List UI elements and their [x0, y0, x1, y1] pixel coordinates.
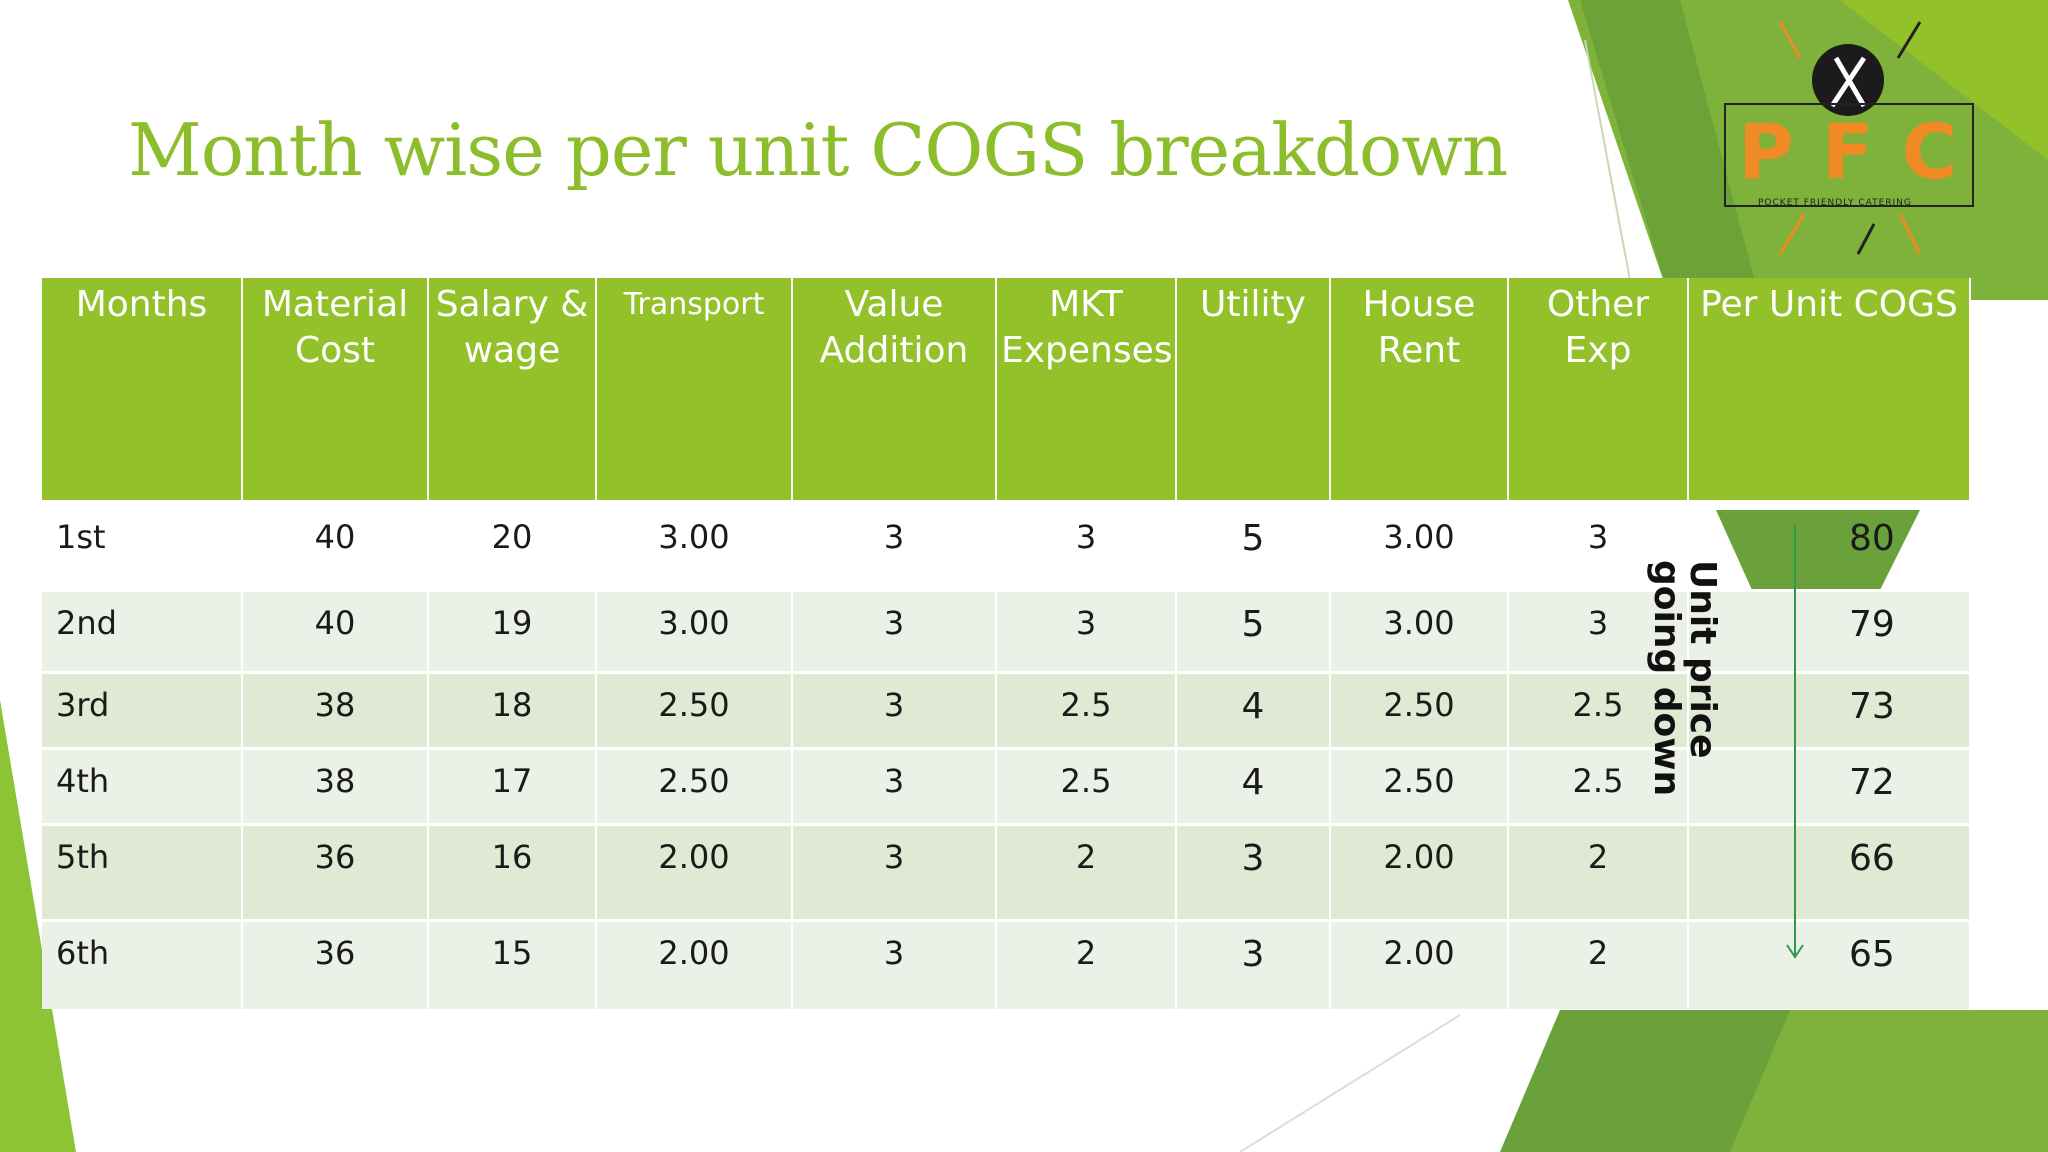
cell-other-exp: 3 — [1508, 589, 1689, 673]
cell-mkt-expenses: 2 — [996, 823, 1177, 921]
cell-per-unit-cogs: 73 — [1688, 671, 1971, 749]
cell-house-rent: 2.50 — [1330, 671, 1509, 749]
cell-salary-wage: 18 — [428, 671, 597, 749]
decor-line — [1584, 39, 1631, 281]
logo-icon — [1778, 21, 1922, 255]
page-title: Month wise per unit COGS breakdown — [128, 108, 1508, 192]
cell-month: 4th — [42, 747, 243, 825]
cell-house-rent: 3.00 — [1330, 500, 1509, 591]
header-transport: Transport — [596, 278, 793, 503]
table-row: 3rd 38 18 2.50 3 2.5 4 2.50 2.5 73 — [42, 671, 1971, 749]
cell-mkt-expenses: 3 — [996, 500, 1177, 591]
trend-annotation: Unit price going down — [1646, 560, 1723, 797]
cell-value-addition: 3 — [792, 919, 997, 1009]
cell-transport: 2.50 — [596, 671, 793, 749]
header-months: Months — [42, 278, 243, 503]
cell-utility: 3 — [1176, 919, 1331, 1009]
cell-transport: 2.00 — [596, 823, 793, 921]
cell-house-rent: 2.50 — [1330, 747, 1509, 825]
cell-month: 2nd — [42, 589, 243, 673]
cell-other-exp: 2.5 — [1508, 671, 1689, 749]
table-header-row: Months Material Cost Salary & wage Trans… — [42, 278, 1971, 503]
header-value-addition: Value Addition — [792, 278, 997, 503]
table-row: 2nd 40 19 3.00 3 3 5 3.00 3 79 — [42, 589, 1971, 673]
cell-material-cost: 38 — [242, 747, 429, 825]
cell-other-exp: 2 — [1508, 919, 1689, 1009]
cell-house-rent: 2.00 — [1330, 823, 1509, 921]
cell-value-addition: 3 — [792, 589, 997, 673]
cell-transport: 3.00 — [596, 500, 793, 591]
cell-utility: 3 — [1176, 823, 1331, 921]
header-mkt-expenses: MKT Expenses — [996, 278, 1177, 503]
header-per-unit-cogs: Per Unit COGS — [1688, 278, 1971, 503]
logo-frame — [1724, 103, 1974, 207]
cell-house-rent: 3.00 — [1330, 589, 1509, 673]
cell-utility: 4 — [1176, 747, 1331, 825]
cell-other-exp: 3 — [1508, 500, 1689, 591]
table-row: 5th 36 16 2.00 3 2 3 2.00 2 66 — [42, 823, 1971, 921]
cell-salary-wage: 20 — [428, 500, 597, 591]
cell-material-cost: 38 — [242, 671, 429, 749]
header-utility: Utility — [1176, 278, 1331, 503]
cell-material-cost: 40 — [242, 500, 429, 591]
cell-house-rent: 2.00 — [1330, 919, 1509, 1009]
cell-per-unit-cogs: 80 — [1688, 500, 1971, 591]
cell-transport: 2.00 — [596, 919, 793, 1009]
table-row: 1st 40 20 3.00 3 3 5 3.00 3 80 — [42, 500, 1971, 591]
top-right-corner — [1840, 0, 2048, 160]
company-logo: PFC POCKET FRIENDLY CATERING — [1720, 18, 1982, 258]
logo-tagline: POCKET FRIENDLY CATERING — [1758, 198, 1912, 208]
cell-utility: 5 — [1176, 500, 1331, 591]
decor-line-bottom — [1239, 1014, 1461, 1152]
cell-month: 1st — [42, 500, 243, 591]
cell-utility: 5 — [1176, 589, 1331, 673]
header-house-rent: House Rent — [1330, 278, 1509, 503]
bottom-left-shape — [0, 700, 76, 1152]
cell-value-addition: 3 — [792, 500, 997, 591]
header-material-cost: Material Cost — [242, 278, 429, 503]
cell-mkt-expenses: 3 — [996, 589, 1177, 673]
cell-salary-wage: 16 — [428, 823, 597, 921]
cell-utility: 4 — [1176, 671, 1331, 749]
cell-transport: 3.00 — [596, 589, 793, 673]
cell-per-unit-cogs: 72 — [1688, 747, 1971, 825]
logo-letters: PFC — [1738, 107, 1986, 196]
cell-salary-wage: 17 — [428, 747, 597, 825]
table-row: 6th 36 15 2.00 3 2 3 2.00 2 65 — [42, 919, 1971, 1009]
cell-value-addition: 3 — [792, 671, 997, 749]
down-arrow-icon — [1786, 525, 1804, 959]
cell-per-unit-cogs: 66 — [1688, 823, 1971, 921]
cell-mkt-expenses: 2.5 — [996, 671, 1177, 749]
header-salary-wage: Salary & wage — [428, 278, 597, 503]
cell-salary-wage: 15 — [428, 919, 597, 1009]
cell-month: 5th — [42, 823, 243, 921]
cell-mkt-expenses: 2.5 — [996, 747, 1177, 825]
cell-value-addition: 3 — [792, 747, 997, 825]
cell-material-cost: 40 — [242, 589, 429, 673]
cogs-table: Months Material Cost Salary & wage Trans… — [42, 278, 1971, 1009]
cell-month: 3rd — [42, 671, 243, 749]
cell-per-unit-cogs: 65 — [1688, 919, 1971, 1009]
cell-mkt-expenses: 2 — [996, 919, 1177, 1009]
cell-other-exp: 2 — [1508, 823, 1689, 921]
top-right-shape-dark — [1580, 0, 1760, 300]
cell-transport: 2.50 — [596, 747, 793, 825]
cell-material-cost: 36 — [242, 919, 429, 1009]
table-row: 4th 38 17 2.50 3 2.5 4 2.50 2.5 72 — [42, 747, 1971, 825]
cell-material-cost: 36 — [242, 823, 429, 921]
cell-other-exp: 2.5 — [1508, 747, 1689, 825]
cell-month: 6th — [42, 919, 243, 1009]
cell-per-unit-cogs: 79 — [1688, 589, 1971, 673]
bottom-right-shape-light — [1730, 1010, 2048, 1152]
cell-salary-wage: 19 — [428, 589, 597, 673]
cell-value-addition: 3 — [792, 823, 997, 921]
header-other-exp: Other Exp — [1508, 278, 1689, 503]
